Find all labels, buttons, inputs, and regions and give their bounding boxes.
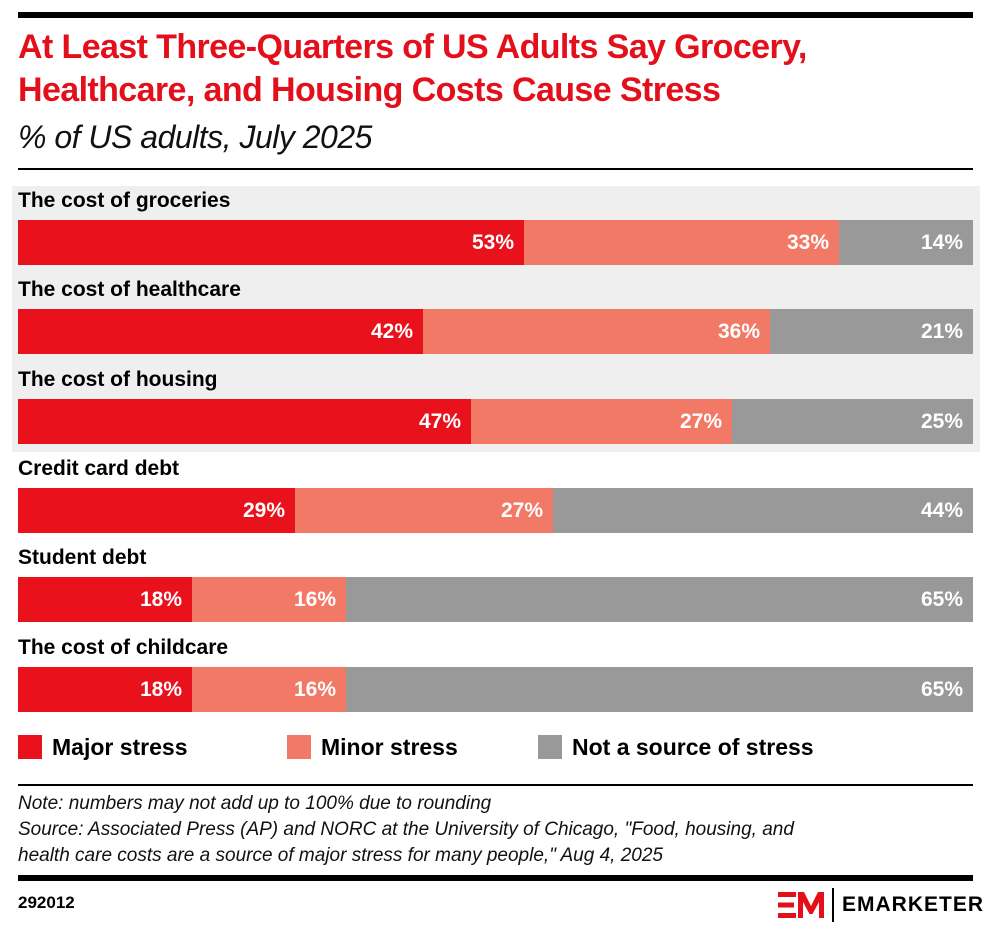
footnotes: Note: numbers may not add up to 100% due… [18,791,978,869]
bar-segment-major-stress: 47% [18,399,471,444]
data-label: 25% [920,410,963,433]
data-label: 65% [920,678,963,701]
bar-segment-not-a-source-of-stress: 21% [770,309,973,354]
bar-segment-not-a-source-of-stress: 44% [553,488,973,533]
bar-row-the-cost-of-groceries: 53% 33% 14% [18,220,973,265]
em-logo-icon [778,892,824,918]
bar-segment-minor-stress: 33% [524,220,839,265]
data-label: 27% [500,499,543,522]
data-label: 44% [920,499,963,522]
bar-segment-major-stress: 18% [18,667,192,712]
data-label: 14% [920,231,963,254]
bar-segment-not-a-source-of-stress: 65% [346,667,973,712]
bar-row-the-cost-of-childcare: 18% 16% 65% [18,667,973,712]
data-label: 21% [920,320,963,343]
category-label-student-debt: Student debt [18,546,147,569]
bar-segment-minor-stress: 27% [471,399,732,444]
data-label: 27% [679,410,722,433]
legend-label: Major stress [52,733,188,760]
bar-segment-major-stress: 42% [18,309,423,354]
legend-label: Minor stress [321,733,458,760]
footer-divider [18,784,973,786]
legend-label: Not a source of stress [572,733,814,760]
bar-row-student-debt: 18% 16% 65% [18,577,973,622]
brand-name: EMARKETER [842,893,985,916]
bar-segment-major-stress: 18% [18,577,192,622]
data-label: 42% [370,320,413,343]
legend: Major stress Minor stress Not a source o… [18,733,973,761]
category-label-the-cost-of-housing: The cost of housing [18,368,218,391]
category-label-the-cost-of-childcare: The cost of childcare [18,636,229,659]
bar-segment-not-a-source-of-stress: 14% [839,220,973,265]
source-text-line-2: health care costs are a source of major … [18,845,663,866]
data-label: 65% [920,588,963,611]
chart-id: 292012 [18,893,75,912]
category-label-credit-card-debt: Credit card debt [18,457,180,480]
data-label: 53% [471,231,514,254]
bar-segment-minor-stress: 16% [192,577,346,622]
category-label-the-cost-of-groceries: The cost of groceries [18,189,231,212]
chart-subtitle: % of US adults, July 2025 [18,119,372,155]
source-text-line-1: Source: Associated Press (AP) and NORC a… [18,819,794,840]
data-label: 47% [418,410,461,433]
data-label: 16% [293,678,336,701]
bar-row-the-cost-of-healthcare: 42% 36% 21% [18,309,973,354]
data-label: 18% [139,588,182,611]
bar-segment-not-a-source-of-stress: 65% [346,577,973,622]
emarketer-logo: EMARKETER [778,888,984,922]
stacked-bar-chart: The cost of groceries 53% 33% 14% The cost o… [18,189,973,712]
logo-divider [832,888,834,922]
legend-swatch-major [18,735,42,759]
bar-segment-minor-stress: 36% [423,309,770,354]
bar-segment-not-a-source-of-stress: 25% [732,399,973,444]
legend-item-minor-stress: Minor stress [287,733,458,761]
note-text: Note: numbers may not add up to 100% due… [18,793,492,814]
data-label: 29% [242,499,285,522]
data-label: 16% [293,588,336,611]
data-label: 18% [139,678,182,701]
data-label: 33% [786,231,829,254]
legend-swatch-not [538,735,562,759]
bar-segment-minor-stress: 27% [295,488,553,533]
bar-segment-major-stress: 29% [18,488,295,533]
top-rule [18,12,973,18]
chart-title: At Least Three-Quarters of US Adults Say… [18,28,807,109]
subtitle-divider [18,168,973,170]
bar-segment-minor-stress: 16% [192,667,346,712]
data-label: 36% [717,320,760,343]
legend-item-major-stress: Major stress [18,733,188,761]
legend-swatch-minor [287,735,311,759]
bar-segment-major-stress: 53% [18,220,524,265]
bar-row-credit-card-debt: 29% 27% 44% [18,488,973,533]
legend-item-not-a-source: Not a source of stress [538,733,814,761]
category-label-the-cost-of-healthcare: The cost of healthcare [18,278,241,301]
bar-row-the-cost-of-housing: 47% 27% 25% [18,399,973,444]
bottom-rule [18,875,973,881]
